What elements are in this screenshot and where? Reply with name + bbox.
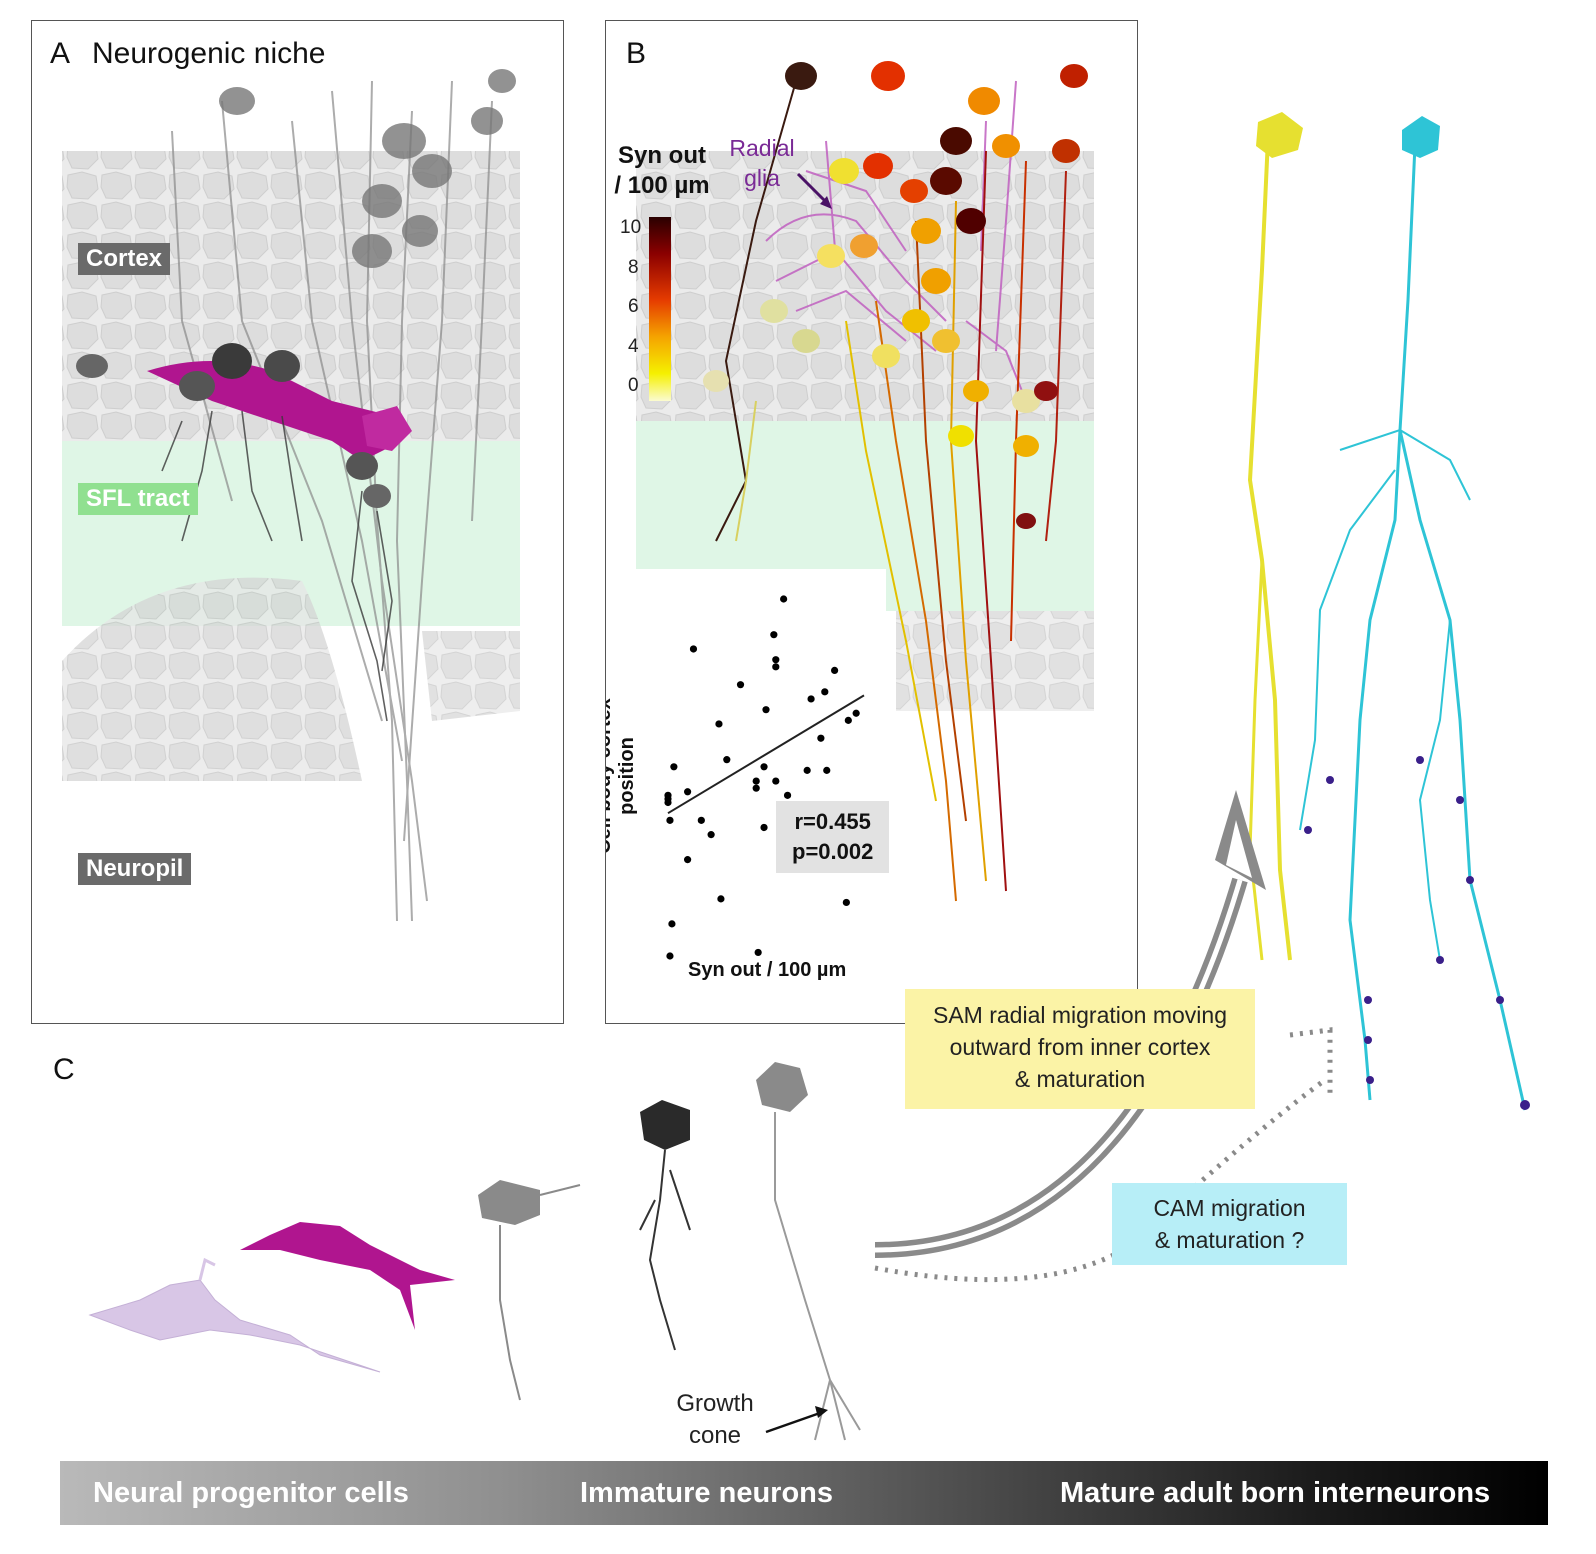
immature-neuron-2: [639, 1100, 691, 1351]
scatter-point: [670, 763, 678, 771]
panel-a-letter: A: [50, 37, 71, 70]
yellow-mature-neuron: [1247, 112, 1303, 961]
scatter-point: [689, 645, 698, 653]
neuropil-tag: Neuropil: [78, 853, 192, 885]
growth-cone-arrow: [765, 1406, 828, 1434]
scatter-point: [666, 816, 674, 824]
sam-migration-box: SAM radial migration moving outward from…: [905, 989, 1255, 1109]
panel-c-letter: C: [53, 1053, 75, 1086]
scatter-point: [823, 766, 831, 774]
scatter-point: [844, 716, 852, 724]
colorbar: [649, 217, 671, 401]
stage-progenitor: Neural progenitor cells: [93, 1477, 409, 1509]
scatter-point: [780, 595, 788, 603]
sam-box-line1: SAM radial migration moving: [932, 1002, 1227, 1028]
colorbar-tick: 6: [628, 296, 639, 317]
progenitor-magenta-cell: [240, 1222, 455, 1330]
scatter-point: [760, 763, 768, 771]
scatter-point: [666, 952, 674, 960]
panel-b-illustration: [636, 61, 1094, 989]
scatter-point: [668, 920, 676, 928]
scatter-point: [717, 895, 725, 903]
colorbar-tick: 0: [628, 375, 639, 396]
neuron-fibers: [715, 80, 1067, 902]
cam-box-line1: CAM migration: [1153, 1195, 1306, 1221]
stage-immature: Immature neurons: [580, 1477, 833, 1509]
immature-neuron-3: [756, 1062, 861, 1441]
panel-a-illustration: [62, 69, 520, 922]
colorbar-tick: 10: [620, 217, 642, 238]
scatter-point: [754, 948, 762, 957]
scatter-point: [723, 756, 731, 764]
scatter-point: [664, 798, 672, 807]
scatter-point: [752, 784, 760, 792]
growth-cone-line2: cone: [688, 1422, 742, 1449]
neuron-somata: [219, 69, 516, 268]
stat-p: p=0.002: [792, 839, 874, 864]
scatter-point: [803, 766, 811, 774]
cortex-tag: Cortex: [78, 243, 171, 275]
colorbar-title: Syn out / 100 µm: [606, 141, 718, 201]
scatter-point: [715, 720, 723, 728]
scatter-point: [707, 831, 715, 839]
scatter-point: [772, 663, 780, 671]
radial-glia-label-line2: glia: [744, 165, 780, 191]
sfl-tract-tag: SFL tract: [78, 483, 198, 515]
cam-migration-box: CAM migration & maturation ?: [1112, 1183, 1347, 1265]
panel-a: A Neurogenic niche Cortex SFL tract Neur…: [31, 20, 564, 1024]
immature-neuron-1: [478, 1180, 581, 1401]
scatter-point: [807, 695, 815, 703]
scatter-trendline: [667, 694, 865, 815]
scatter-point: [831, 666, 839, 675]
neuron-fibers: [171, 80, 493, 922]
scatter-point: [760, 823, 768, 832]
scatter-point: [842, 898, 850, 907]
cyan-mature-neuron: [1299, 116, 1530, 1111]
scatter-point: [783, 791, 792, 799]
panel-a-title: Neurogenic niche: [92, 37, 326, 70]
scatter-point: [762, 706, 770, 714]
scatter-point: [684, 788, 692, 796]
developmental-stage-bar: Neural progenitor cells Immature neurons…: [60, 1461, 1548, 1525]
stage-mature: Mature adult born interneurons: [1060, 1477, 1491, 1509]
colorbar-title-line2: / 100 µm: [614, 172, 710, 199]
stat-r: r=0.455: [794, 809, 871, 834]
scatter-point: [772, 777, 780, 785]
scatter-inset-bg: [636, 569, 886, 989]
colorbar-title-line1: Syn out: [618, 142, 706, 169]
scatter-ylabel: Cell body cortex position: [605, 698, 638, 854]
sam-box-line2: outward from inner cortex: [949, 1034, 1211, 1060]
scatter-point: [772, 656, 780, 664]
sam-box-line3: & maturation: [1014, 1066, 1146, 1092]
growth-cone-line1: Growth: [676, 1390, 754, 1417]
radial-glia-label: Radial glia: [718, 133, 806, 193]
scatter-xlabel: Syn out / 100 µm: [688, 959, 847, 981]
progenitor-lilac-cell: [88, 1257, 381, 1373]
scatter-point: [821, 688, 829, 696]
scatter-point: [697, 816, 705, 824]
scatter-point: [752, 777, 760, 785]
scatter-point: [817, 734, 825, 742]
progenitor-cluster: [76, 343, 412, 508]
radial-glia-arrow: [796, 172, 832, 209]
dendrite-tangle: [161, 410, 393, 722]
scatter-point: [852, 709, 860, 717]
colorbar-tick: 8: [628, 257, 639, 278]
growth-cone-label: Growth cone: [670, 1388, 760, 1452]
heatmap-somata: [703, 61, 1088, 529]
panel-b: B Syn out / 100 µm 10 8 6 4 0 Radial gli…: [605, 20, 1138, 1024]
colorbar-tick: 4: [628, 336, 639, 357]
scatter-point: [684, 856, 692, 864]
scatter-plot: [664, 595, 865, 960]
neuropil-cells: [62, 577, 362, 781]
cam-box-line2: & maturation ?: [1154, 1227, 1305, 1253]
scatter-point: [770, 631, 778, 639]
correlation-stats: r=0.455 p=0.002: [776, 801, 890, 873]
scatter-point: [736, 681, 745, 689]
panel-b-letter: B: [626, 37, 647, 70]
radial-glia-label-line1: Radial: [729, 135, 795, 161]
